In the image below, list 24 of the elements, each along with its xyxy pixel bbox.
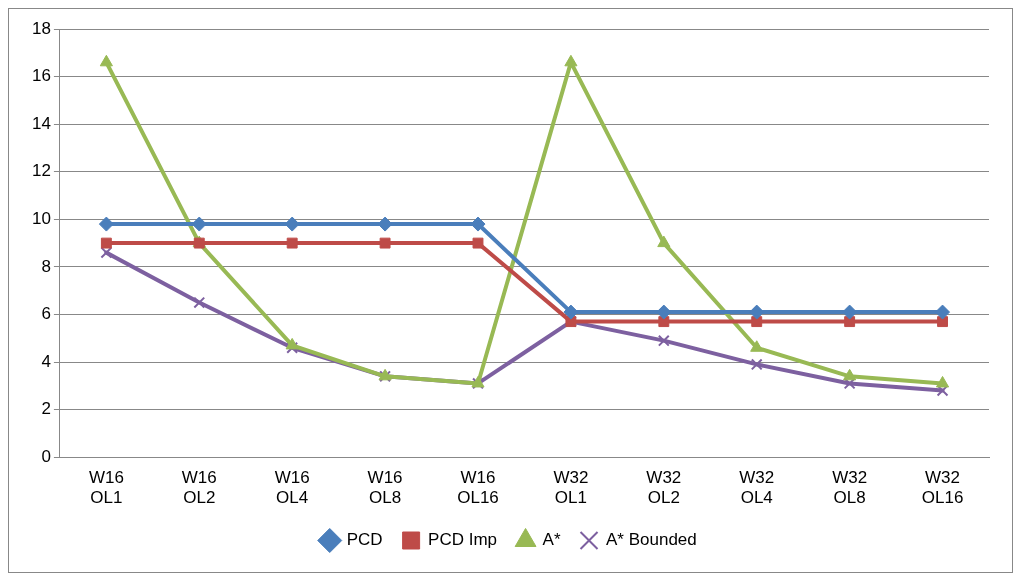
x-tick-label: W16 OL1 <box>88 468 124 508</box>
x-tick-label: W16 OL8 <box>367 468 403 508</box>
x-tick-label: W32 OL4 <box>739 468 775 508</box>
x-tick-label: W32 OL16 <box>921 468 964 508</box>
y-tick-label: 10 <box>31 209 51 228</box>
y-tick-label: 14 <box>31 113 51 133</box>
y-tick-label: 6 <box>41 304 51 324</box>
x-tick-label: W32 OL1 <box>553 468 589 508</box>
y-tick-label: 2 <box>41 399 51 419</box>
x-tick-label: W32 OL2 <box>646 468 682 508</box>
x-tick-label: W32 OL8 <box>832 468 868 508</box>
y-tick-label: 12 <box>31 161 51 181</box>
legend-label: A* Bounded <box>606 530 697 550</box>
y-tick-label: 8 <box>41 256 51 276</box>
legend-label: PCD <box>346 530 383 550</box>
legend-label: A* <box>542 530 561 550</box>
x-tick-label: W16 OL2 <box>181 468 217 508</box>
y-tick-label: 18 <box>31 18 51 38</box>
y-tick-label: 4 <box>41 351 51 371</box>
x-tick-label: W16 OL4 <box>274 468 310 508</box>
legend-label: PCD Imp <box>428 530 498 550</box>
y-tick-label: 0 <box>41 446 51 466</box>
x-tick-label: W16 OL16 <box>457 468 499 508</box>
y-tick-label: 16 <box>31 66 51 86</box>
